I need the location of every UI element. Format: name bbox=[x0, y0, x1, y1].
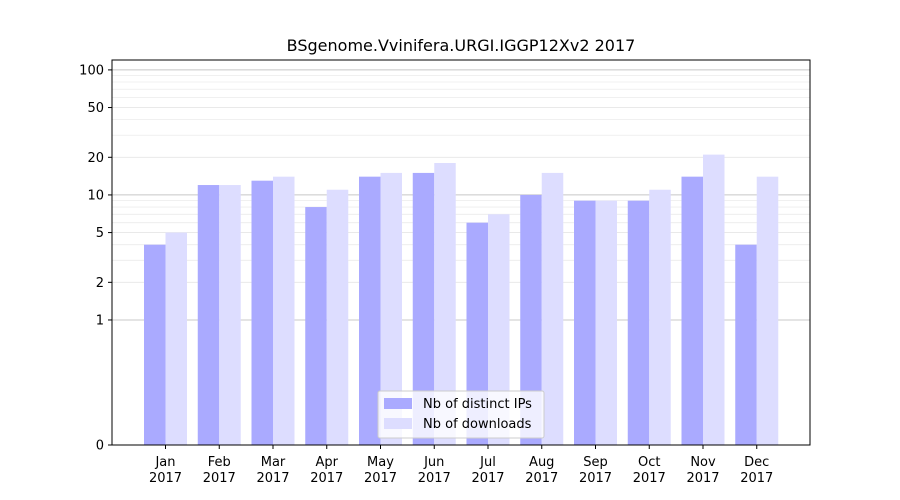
bar-downloads bbox=[541, 172, 564, 445]
x-axis: Jan2017Feb2017Mar2017Apr2017May2017Jun20… bbox=[149, 445, 773, 486]
plot-frame bbox=[111, 59, 811, 446]
bar-downloads bbox=[326, 189, 349, 445]
bar-distinct-ips bbox=[305, 207, 327, 445]
x-tick-label-year: 2017 bbox=[525, 471, 558, 486]
bar-distinct-ips bbox=[466, 222, 488, 445]
legend: Nb of distinct IPs Nb of downloads bbox=[377, 390, 545, 439]
legend-box bbox=[377, 390, 545, 439]
bar-distinct-ips bbox=[681, 176, 703, 445]
x-tick-label-month: Jun bbox=[423, 455, 444, 470]
y-tick-label: 20 bbox=[87, 151, 104, 166]
y-tick-label: 50 bbox=[87, 101, 104, 116]
y-tick-label: 5 bbox=[96, 226, 104, 241]
y-axis: 0 1 2 5 10 20 50 100 bbox=[79, 63, 112, 454]
y-tick-label: 100 bbox=[79, 63, 104, 78]
x-tick-label-month: Jul bbox=[479, 455, 496, 470]
x-tick-label-year: 2017 bbox=[364, 471, 397, 486]
bar-downloads bbox=[703, 154, 725, 446]
y-tick-label: 0 bbox=[96, 439, 104, 454]
x-tick-label-year: 2017 bbox=[686, 471, 719, 486]
bar-distinct-ips bbox=[359, 176, 381, 445]
x-tick-label-month: Nov bbox=[690, 455, 716, 470]
x-tick-label-month: Aug bbox=[529, 455, 554, 470]
chart-title: BSgenome.Vvinifera.URGI.IGGP12Xv2 2017 bbox=[287, 36, 636, 55]
bar-downloads bbox=[434, 163, 456, 445]
bar-distinct-ips bbox=[412, 172, 435, 445]
x-tick-label-year: 2017 bbox=[633, 471, 666, 486]
bar-distinct-ips bbox=[520, 194, 542, 445]
bar-distinct-ips bbox=[627, 200, 650, 445]
legend-label: Nb of distinct IPs bbox=[423, 397, 532, 412]
x-tick-label-year: 2017 bbox=[203, 471, 236, 486]
bar-distinct-ips bbox=[251, 180, 273, 445]
bar-distinct-ips bbox=[735, 244, 757, 445]
y-tick-label: 10 bbox=[87, 188, 104, 203]
bar-distinct-ips bbox=[144, 244, 166, 445]
x-tick-label-month: Sep bbox=[583, 455, 608, 470]
bar-downloads bbox=[756, 176, 779, 445]
x-tick-label-month: Mar bbox=[261, 455, 286, 470]
legend-label: Nb of downloads bbox=[423, 417, 532, 432]
bar-downloads bbox=[219, 185, 241, 445]
bar-downloads bbox=[649, 189, 671, 445]
bars bbox=[144, 154, 779, 446]
x-tick-label-month: Oct bbox=[638, 455, 660, 470]
x-tick-label-year: 2017 bbox=[310, 471, 343, 486]
x-tick-label-year: 2017 bbox=[579, 471, 612, 486]
bar-downloads bbox=[595, 200, 617, 445]
x-tick-label-year: 2017 bbox=[418, 471, 451, 486]
y-tick-label: 2 bbox=[96, 276, 104, 291]
bar-distinct-ips bbox=[574, 200, 596, 445]
x-tick-label-year: 2017 bbox=[740, 471, 773, 486]
x-tick-label-year: 2017 bbox=[471, 471, 504, 486]
x-tick-label-month: Dec bbox=[744, 455, 769, 470]
bar-downloads bbox=[165, 232, 187, 445]
x-tick-label-month: Jan bbox=[154, 455, 175, 470]
bar-distinct-ips bbox=[197, 185, 220, 445]
legend-swatch bbox=[384, 418, 412, 429]
y-tick-label: 1 bbox=[96, 313, 104, 328]
bar-downloads bbox=[488, 214, 510, 445]
bar-downloads bbox=[380, 172, 402, 445]
bar-downloads bbox=[273, 176, 295, 445]
x-tick-label-month: Feb bbox=[208, 455, 231, 470]
x-tick-label-month: Apr bbox=[316, 455, 339, 470]
x-tick-label-year: 2017 bbox=[149, 471, 182, 486]
legend-swatch bbox=[384, 398, 412, 409]
x-tick-label-month: May bbox=[367, 455, 394, 470]
x-tick-label-year: 2017 bbox=[256, 471, 289, 486]
